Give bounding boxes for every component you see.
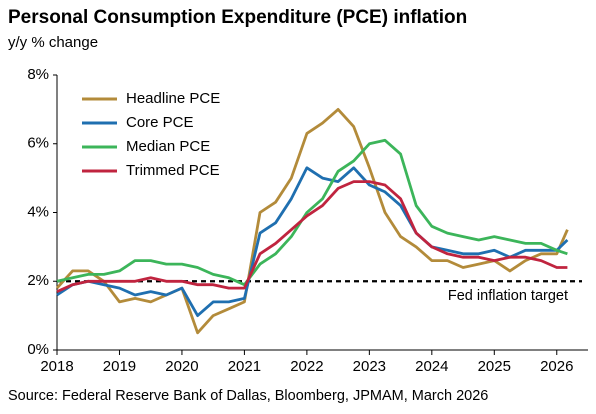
series-line [55, 108, 569, 335]
legend-label: Median PCE [126, 138, 210, 155]
reference-label: Fed inflation target [448, 288, 568, 304]
chart-title: Personal Consumption Expenditure (PCE) i… [8, 7, 467, 28]
source-note: Source: Federal Reserve Bank of Dallas, … [8, 388, 488, 404]
legend-label: Headline PCE [126, 90, 220, 107]
chart-subtitle: y/y % change [8, 34, 98, 51]
series-line [56, 166, 569, 317]
y-tick-label: 2% [27, 272, 49, 289]
y-tick-label: 8% [27, 66, 49, 83]
x-tick-label: 2025 [478, 358, 511, 375]
series-line [56, 138, 568, 287]
y-tick-label: 6% [27, 135, 49, 152]
x-tick-label: 2021 [228, 358, 261, 375]
x-tick-label: 2020 [165, 358, 198, 375]
x-tick-label: 2022 [290, 358, 323, 375]
y-tick-label: 0% [27, 341, 49, 358]
series-line [56, 180, 568, 293]
legend-label: Trimmed PCE [126, 162, 220, 179]
x-tick-label: 2026 [540, 358, 573, 375]
x-tick-label: 2023 [353, 358, 386, 375]
legend-label: Core PCE [126, 114, 194, 131]
x-tick-label: 2024 [415, 358, 448, 375]
y-tick-label: 4% [27, 203, 49, 220]
x-tick-label: 2019 [103, 358, 136, 375]
x-tick-label: 2018 [40, 358, 73, 375]
